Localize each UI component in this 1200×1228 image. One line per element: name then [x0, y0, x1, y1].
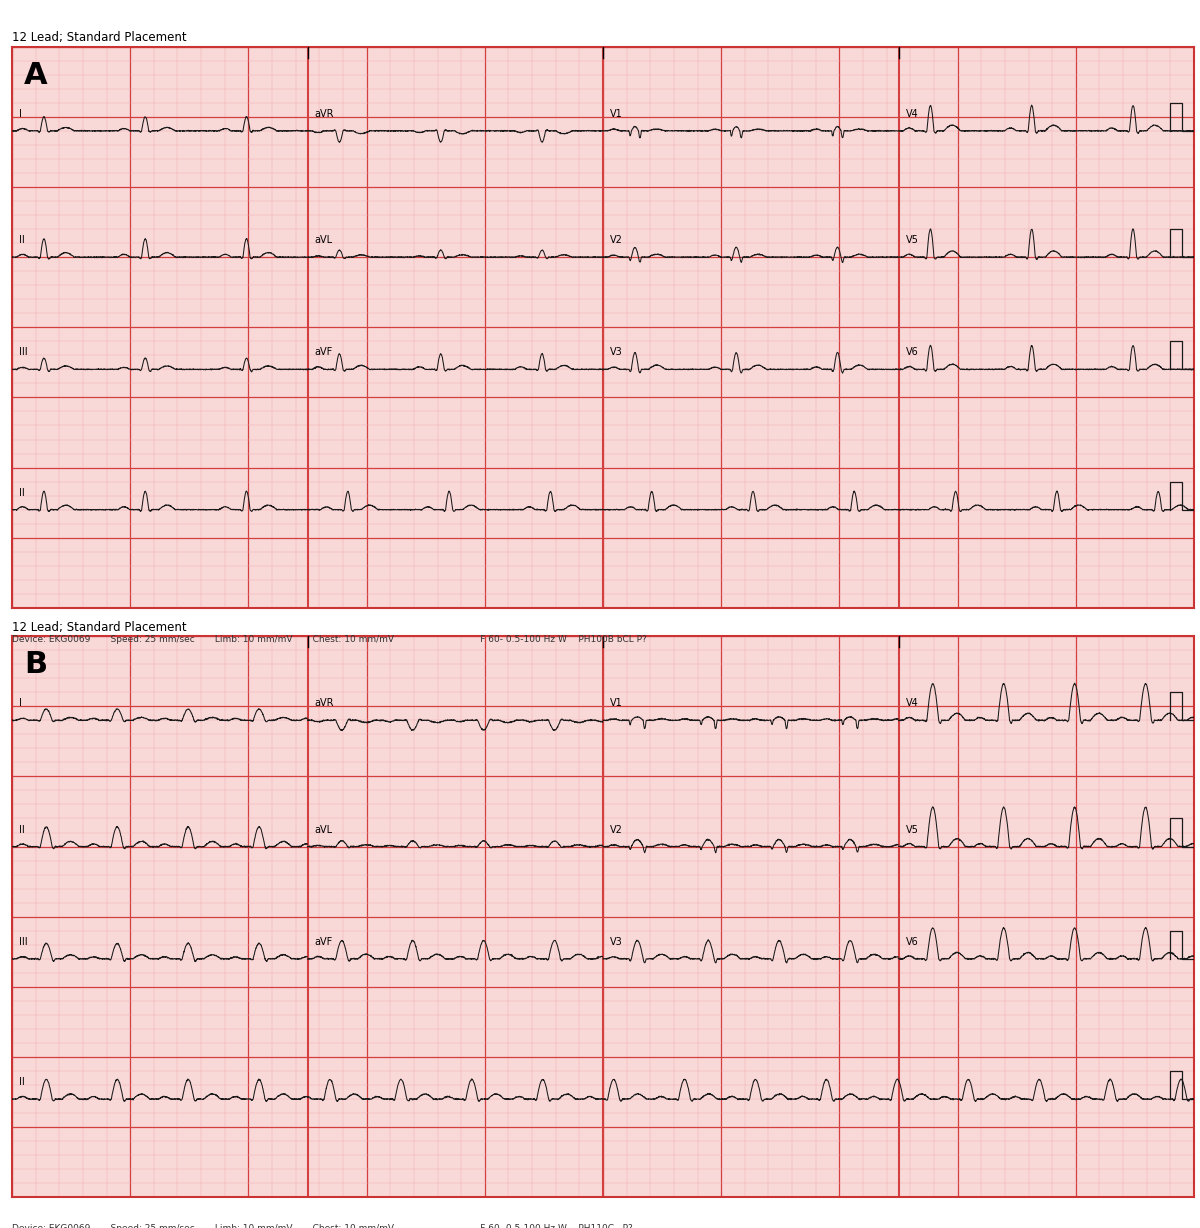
Text: III: III — [19, 937, 28, 947]
Text: I: I — [19, 109, 22, 119]
Text: V1: V1 — [610, 699, 623, 709]
Text: A: A — [24, 60, 48, 90]
Text: II: II — [19, 1077, 25, 1087]
Text: Device: EKG0069       Speed: 25 mm/sec       Limb: 10 mm/mV       Chest: 10 mm/m: Device: EKG0069 Speed: 25 mm/sec Limb: 1… — [12, 1224, 632, 1228]
Text: 12 Lead; Standard Placement: 12 Lead; Standard Placement — [12, 620, 187, 634]
Text: V3: V3 — [610, 937, 623, 947]
Text: aVF: aVF — [314, 348, 332, 357]
Text: V2: V2 — [610, 824, 623, 835]
Text: III: III — [19, 348, 28, 357]
Text: V3: V3 — [610, 348, 623, 357]
Text: V1: V1 — [610, 109, 623, 119]
Text: V2: V2 — [610, 235, 623, 246]
Text: Device: EKG0069       Speed: 25 mm/sec       Limb: 10 mm/mV       Chest: 10 mm/m: Device: EKG0069 Speed: 25 mm/sec Limb: 1… — [12, 635, 647, 643]
Text: B: B — [24, 650, 47, 679]
Text: II: II — [19, 235, 25, 246]
Text: aVF: aVF — [314, 937, 332, 947]
Text: aVL: aVL — [314, 235, 332, 246]
Text: aVL: aVL — [314, 824, 332, 835]
Text: II: II — [19, 488, 25, 497]
Text: V5: V5 — [906, 235, 918, 246]
Text: V4: V4 — [906, 699, 918, 709]
Text: I: I — [19, 699, 22, 709]
Text: V4: V4 — [906, 109, 918, 119]
Text: II: II — [19, 824, 25, 835]
Text: aVR: aVR — [314, 109, 334, 119]
Text: V6: V6 — [906, 348, 918, 357]
Text: 12 Lead; Standard Placement: 12 Lead; Standard Placement — [12, 31, 187, 44]
Text: aVR: aVR — [314, 699, 334, 709]
Text: V6: V6 — [906, 937, 918, 947]
Text: V5: V5 — [906, 824, 918, 835]
